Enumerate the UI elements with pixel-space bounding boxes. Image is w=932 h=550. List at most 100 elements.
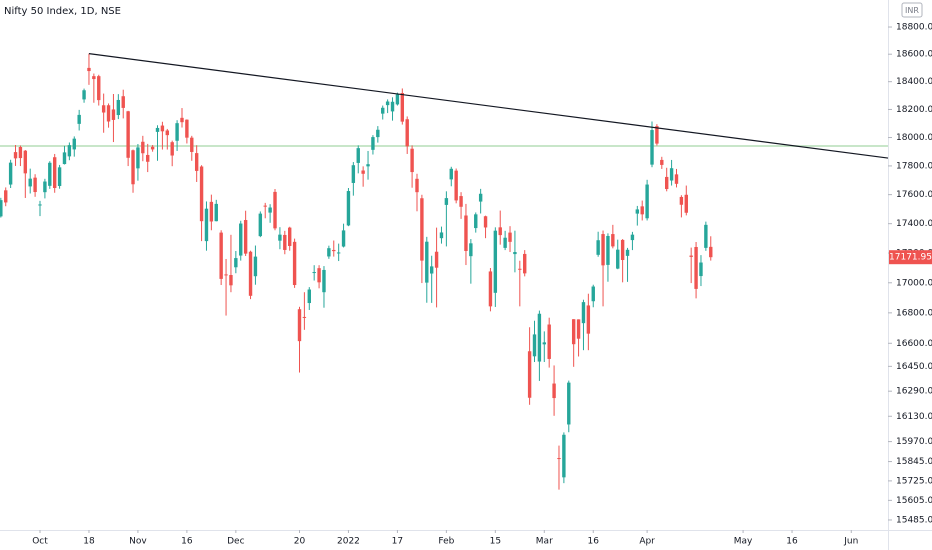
candle-body: [111, 109, 116, 120]
candle-body: [97, 76, 101, 101]
candle-body: [356, 148, 360, 163]
candle-body: [704, 224, 708, 248]
y-tick-label: 16800.00: [896, 308, 932, 318]
candle-body: [77, 114, 81, 124]
candle-body: [567, 382, 571, 425]
candle-body: [606, 235, 610, 265]
candle-body: [87, 67, 91, 72]
candle-body: [674, 174, 679, 184]
candle-body: [552, 383, 556, 399]
candle-body: [620, 239, 625, 261]
candle-body: [204, 208, 209, 242]
candle-body: [679, 196, 684, 205]
candle-body: [523, 253, 527, 274]
candle-body: [498, 227, 502, 236]
candle-body: [366, 164, 370, 167]
candle-body: [699, 262, 703, 277]
candle-body: [165, 130, 169, 136]
candle-body: [625, 249, 630, 256]
candle-body: [150, 146, 155, 150]
y-tick-label: 15845.00: [896, 457, 932, 467]
candle-body: [508, 232, 512, 242]
candle-body: [258, 213, 263, 237]
x-tick-label: 16: [181, 537, 193, 547]
candle-body: [106, 105, 111, 122]
candle-body: [190, 137, 194, 152]
y-tick-label: 15970.00: [896, 437, 932, 447]
y-tick-label: 18800.00: [896, 23, 932, 33]
candle-body: [175, 123, 179, 141]
candle-body: [459, 196, 463, 207]
candle-body: [518, 268, 522, 270]
candle-body: [562, 434, 566, 478]
candle-body: [400, 93, 405, 122]
y-tick-label: 16290.00: [896, 387, 932, 397]
x-tick-label: 18: [83, 537, 95, 547]
y-tick-label: 16450.00: [896, 362, 932, 372]
candle-body: [684, 194, 688, 213]
candle-body: [327, 248, 331, 257]
y-tick-label: 17600.00: [896, 190, 932, 200]
candle-body: [503, 237, 507, 248]
candle-body: [0, 200, 3, 217]
candle-body: [52, 157, 57, 189]
x-tick-label: 20: [294, 537, 306, 547]
candle-body: [532, 334, 537, 357]
candle-body: [82, 90, 86, 100]
x-tick-label: Dec: [227, 537, 244, 547]
candle-body: [4, 190, 8, 203]
y-tick-label: 17000.00: [896, 278, 932, 288]
candle-body: [351, 165, 356, 183]
candle-body: [385, 101, 390, 106]
candle-body: [415, 178, 419, 193]
candle-body: [146, 154, 150, 162]
currency-box: [901, 2, 923, 18]
candle-body: [121, 96, 125, 108]
candle-body: [640, 206, 644, 215]
candle-body: [601, 234, 605, 266]
candle-body: [67, 145, 72, 157]
candle-body: [616, 249, 620, 269]
candle-body: [439, 232, 444, 239]
plot-area: [0, 53, 888, 490]
candle-body: [635, 209, 640, 214]
candle-body: [209, 201, 214, 222]
candle-body: [307, 289, 311, 304]
candle-body: [341, 230, 346, 247]
x-tick-label: May: [734, 537, 753, 547]
candle-body: [361, 170, 365, 174]
candle-body: [542, 342, 546, 345]
x-tick-label: Jun: [843, 537, 858, 547]
x-tick-label: 2022: [337, 537, 360, 547]
candle-body: [434, 251, 439, 268]
candle-body: [474, 214, 478, 229]
candle-body: [464, 215, 468, 251]
candle-body: [239, 223, 243, 256]
candle-body: [395, 94, 400, 105]
candle-body: [444, 198, 449, 205]
candle-body: [101, 105, 106, 113]
candle-body: [336, 252, 341, 254]
candle-body: [185, 119, 189, 138]
candle-body: [390, 101, 395, 112]
y-tick-label: 15485.00: [896, 515, 932, 525]
last-price-label: 17171.95: [889, 253, 932, 263]
candle-body: [664, 176, 669, 190]
candle-body: [381, 107, 385, 114]
candle-body: [689, 255, 693, 257]
x-tick-label: 16: [786, 537, 798, 547]
candle-body: [483, 216, 488, 228]
candle-body: [694, 247, 698, 289]
candle-body: [581, 302, 586, 324]
y-tick-label: 18400.00: [896, 77, 932, 87]
candle-body: [669, 168, 674, 181]
candle-body: [33, 177, 37, 193]
candle-body: [292, 241, 297, 286]
candle-body: [537, 313, 542, 362]
candle-body: [527, 351, 532, 398]
candle-body: [28, 178, 32, 187]
y-tick-label: 18600.00: [896, 50, 932, 60]
x-tick-label: 17: [392, 537, 403, 547]
